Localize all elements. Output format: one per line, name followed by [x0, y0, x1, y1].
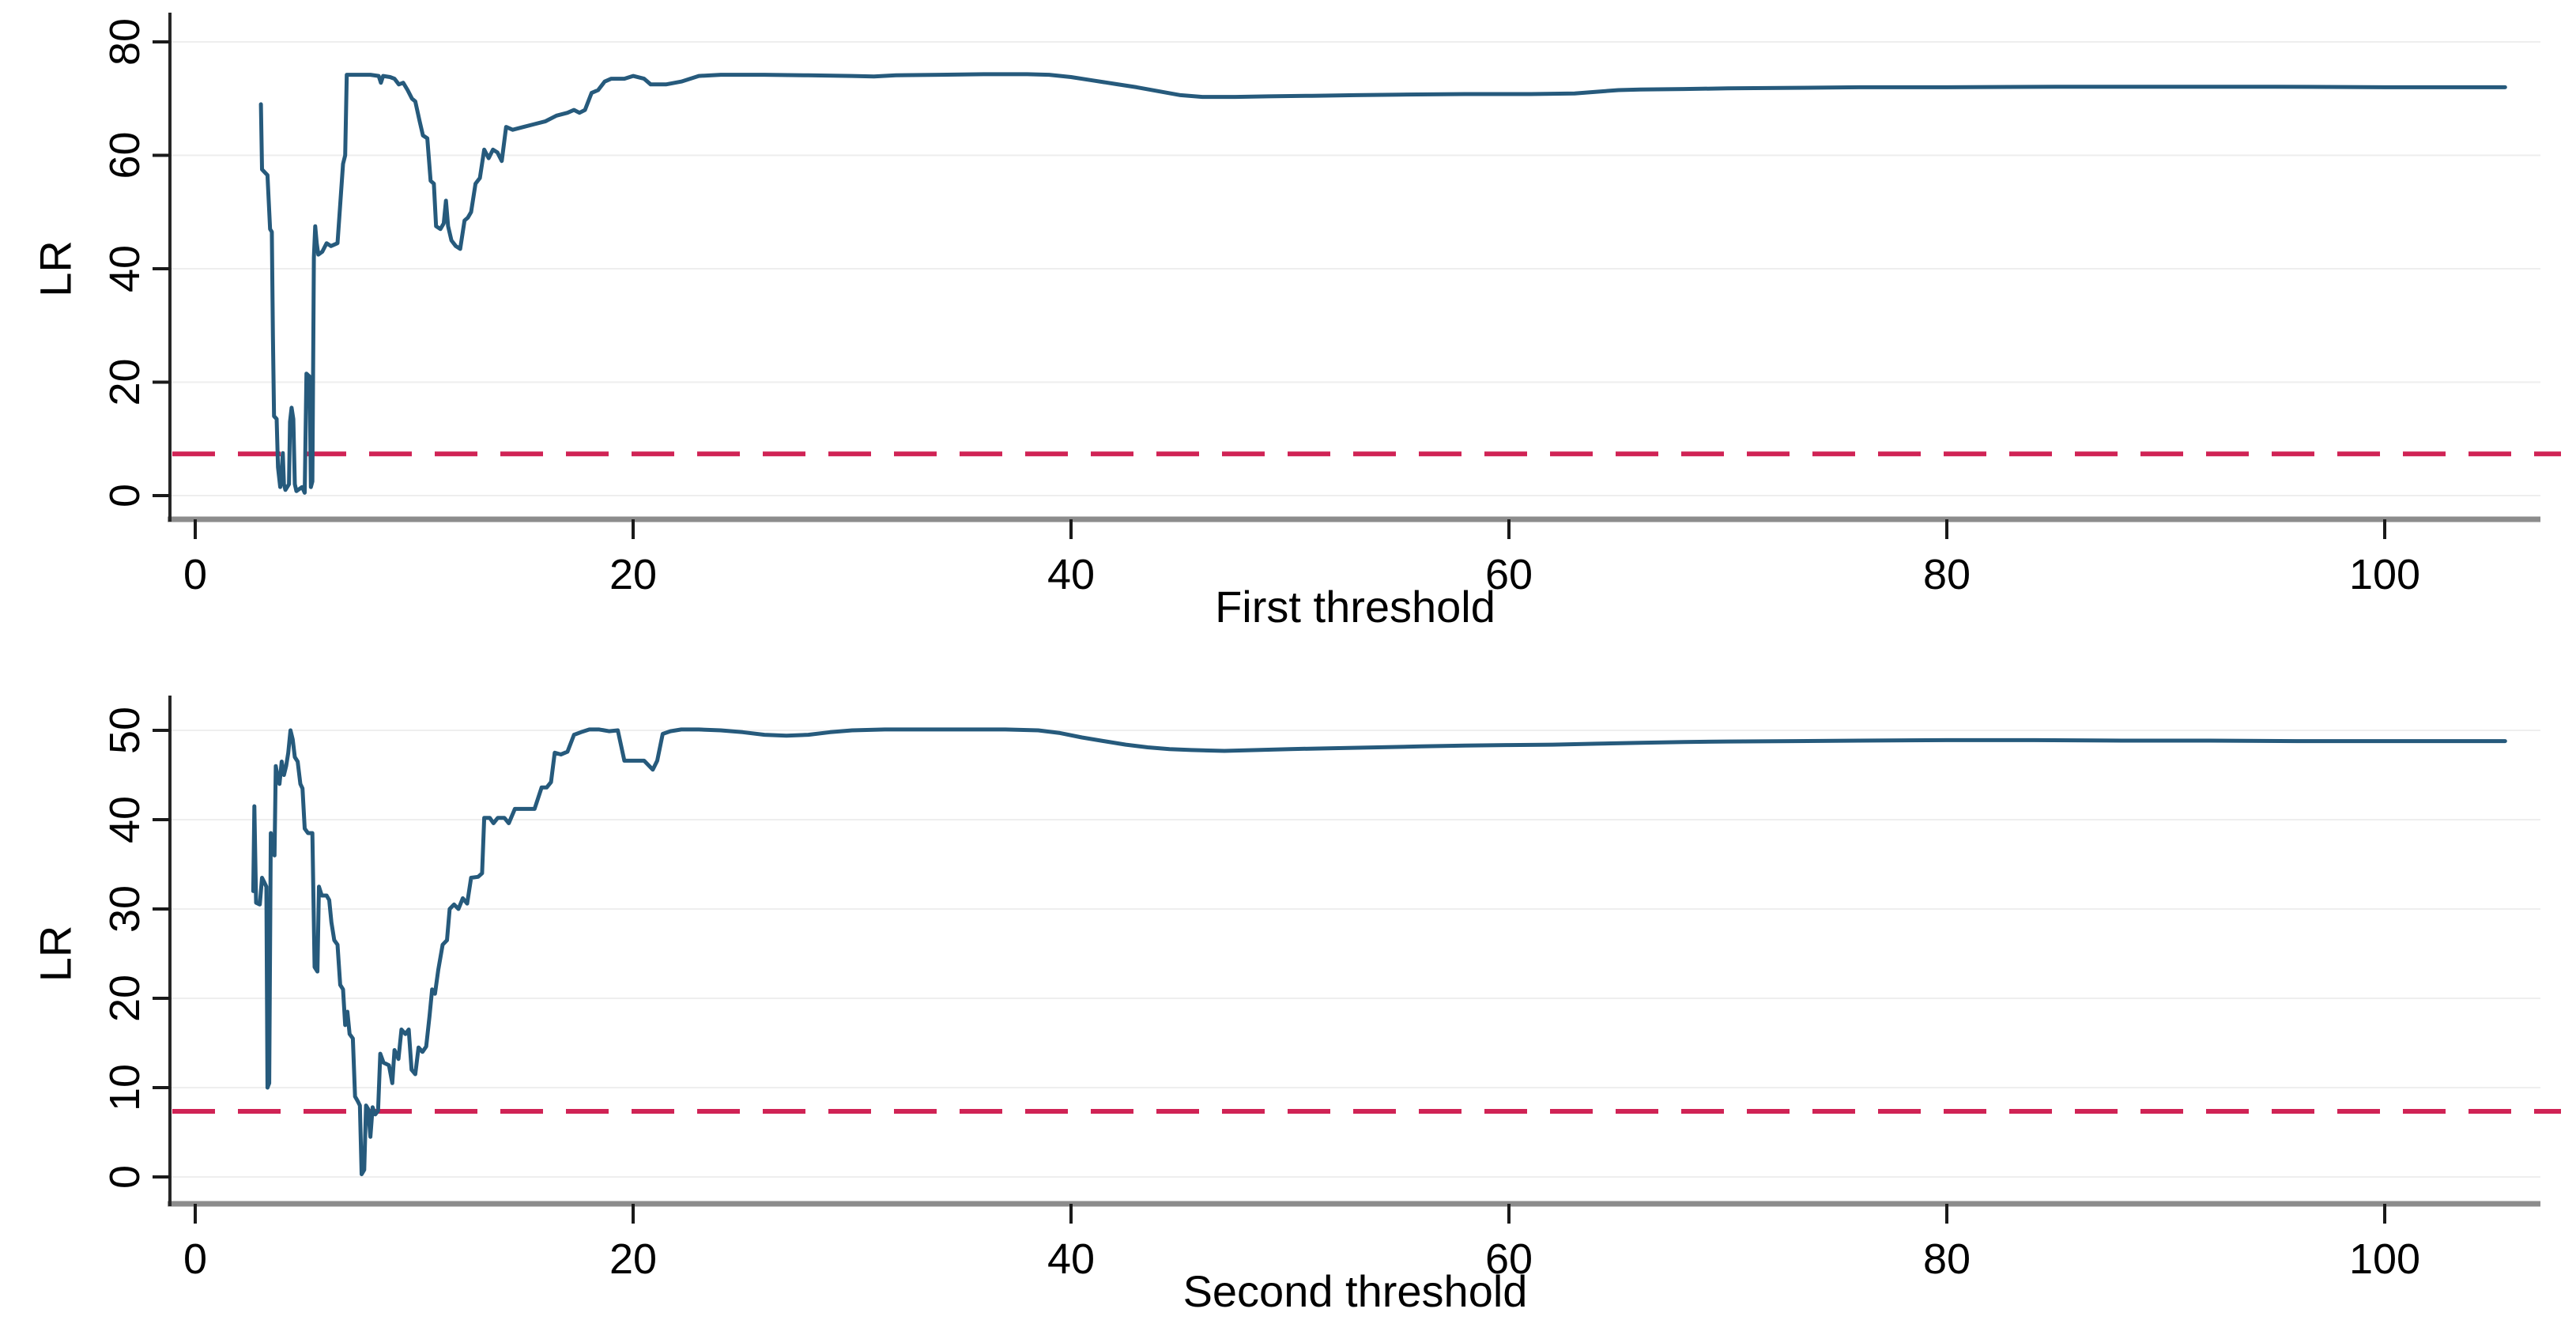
- y-tick-label: 60: [101, 131, 149, 179]
- y-tick-label: 30: [101, 885, 149, 933]
- y-tick-label: 20: [101, 975, 149, 1022]
- x-axis-title: First threshold: [1215, 582, 1495, 632]
- x-axis-title: Second threshold: [1183, 1266, 1528, 1316]
- lr-series-line: [258, 72, 2507, 495]
- x-tick-label: 0: [183, 1235, 207, 1283]
- second-threshold-chart: 0 10 20 30 40 50 0 20 40 60 80 100 Second threshold L…: [31, 696, 2561, 1316]
- y-tick-label: 10: [101, 1064, 149, 1111]
- x-tick-label: 40: [1047, 551, 1095, 598]
- lr-series-line: [251, 727, 2507, 1177]
- x-tick-label: 100: [2349, 551, 2420, 598]
- x-tick-label: 0: [183, 551, 207, 598]
- y-tick-label: 0: [101, 484, 149, 507]
- x-tick-label: 80: [1923, 1235, 1971, 1283]
- y-tick-label: 40: [101, 796, 149, 843]
- x-tick-label: 20: [609, 1235, 657, 1283]
- y-tick-label: 0: [101, 1165, 149, 1189]
- y-tick-label: 80: [101, 18, 149, 66]
- y-tick-label: 40: [101, 245, 149, 292]
- y-tick-label: 20: [101, 358, 149, 405]
- x-tick-label: 80: [1923, 551, 1971, 598]
- x-tick-label: 20: [609, 551, 657, 598]
- x-tick-label: 100: [2349, 1235, 2420, 1283]
- y-axis-title: LR: [31, 926, 81, 982]
- x-tick-label: 40: [1047, 1235, 1095, 1283]
- first-threshold-chart: 0 20 40 60 80 0 20 40 60 80 100 First threshold LR: [31, 13, 2561, 632]
- y-tick-label: 50: [101, 707, 149, 754]
- x-tick-label: 60: [1485, 1235, 1533, 1283]
- x-tick-label: 60: [1485, 551, 1533, 598]
- y-axis-title: LR: [31, 240, 81, 297]
